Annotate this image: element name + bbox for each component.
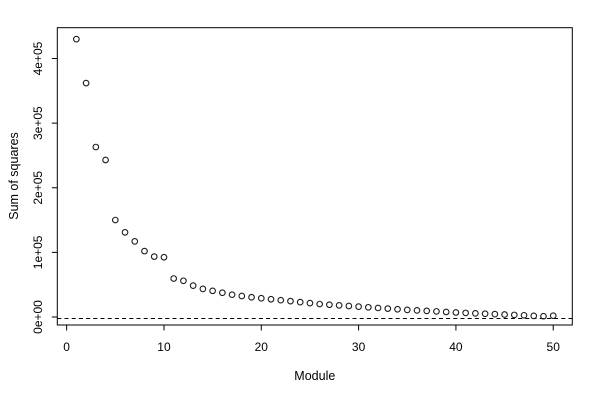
y-tick-label: 3e+05 — [31, 106, 45, 140]
data-point — [82, 79, 90, 87]
data-point — [131, 238, 139, 245]
data-point — [472, 310, 479, 317]
data-point — [267, 295, 275, 303]
data-point — [219, 289, 226, 297]
data-point — [403, 306, 411, 314]
data-point — [364, 303, 372, 311]
data-point — [209, 287, 216, 295]
data-point — [442, 308, 450, 316]
data-point — [199, 285, 207, 293]
data-point — [277, 296, 285, 304]
data-point — [326, 301, 333, 309]
data-point — [394, 305, 401, 313]
y-tick-label: 4e+05 — [31, 41, 45, 75]
data-point — [150, 253, 158, 260]
data-point — [121, 228, 129, 236]
x-tick-label: 50 — [547, 340, 561, 354]
data-point — [287, 297, 294, 305]
x-tick-label: 40 — [449, 340, 463, 354]
x-axis-title: Module — [294, 369, 335, 383]
data-point — [92, 143, 100, 151]
data-point — [501, 311, 508, 318]
x-tick-label: 0 — [63, 340, 70, 354]
data-point — [345, 302, 353, 310]
data-point — [530, 312, 538, 320]
data-point — [180, 277, 187, 285]
data-point — [296, 298, 304, 306]
data-point — [248, 293, 255, 301]
data-point — [160, 253, 168, 261]
data-point — [335, 302, 343, 309]
plot-box — [56, 27, 573, 326]
data-point — [257, 294, 265, 302]
x-tick-label: 30 — [352, 340, 366, 354]
data-point — [384, 305, 392, 312]
data-point — [462, 309, 469, 317]
axis-layer: 0 10 20 30 40 50 0e+00 1e+05 2e+05 3e+05 4e+05 — [31, 41, 560, 354]
data-point — [238, 292, 246, 300]
data-point — [540, 312, 547, 320]
data-point — [141, 247, 148, 255]
data-point — [102, 156, 109, 164]
data-point — [73, 35, 80, 43]
data-point — [549, 312, 557, 320]
data-point — [316, 300, 324, 308]
data-point — [423, 307, 431, 315]
data-point — [491, 310, 499, 318]
data-point — [111, 216, 119, 224]
x-tick-label: 20 — [255, 340, 269, 354]
data-point — [374, 304, 382, 312]
x-tick-label: 10 — [157, 340, 171, 354]
data-point — [228, 291, 236, 299]
data-point — [170, 275, 178, 282]
data-points-layer — [73, 35, 557, 320]
data-point — [189, 282, 197, 290]
data-point — [510, 311, 518, 319]
data-point — [481, 310, 489, 318]
data-point — [433, 308, 440, 315]
data-point — [413, 307, 421, 314]
y-tick-label: 1e+05 — [31, 235, 45, 269]
data-point — [452, 309, 460, 316]
y-axis-title: Sum of squares — [7, 132, 21, 220]
y-tick-label: 2e+05 — [31, 171, 45, 205]
y-tick-label: 0e+00 — [31, 300, 45, 334]
data-point — [520, 311, 528, 319]
data-point — [306, 299, 314, 307]
data-point — [355, 303, 362, 311]
